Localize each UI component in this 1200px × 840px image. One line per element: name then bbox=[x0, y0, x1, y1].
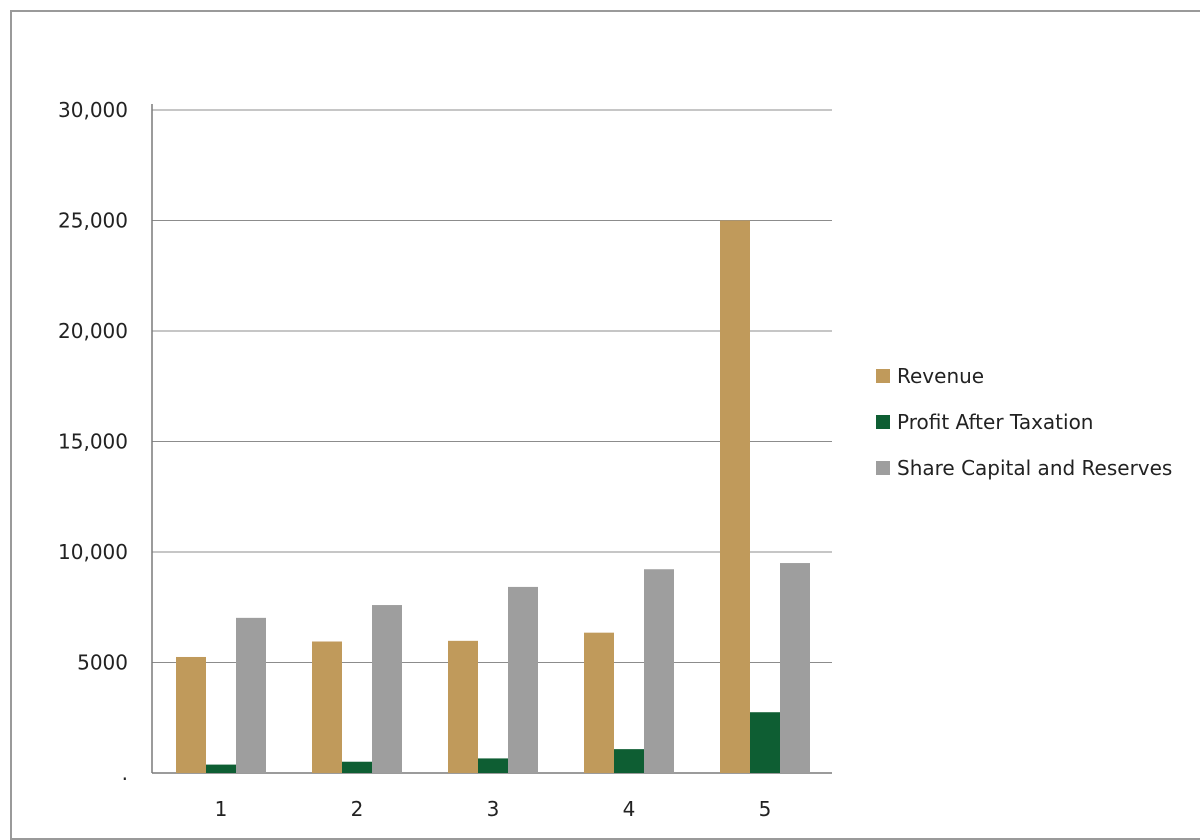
legend-label: Profit After Taxation bbox=[897, 410, 1093, 434]
x-tick-label: 4 bbox=[623, 797, 636, 821]
legend-swatch bbox=[876, 461, 890, 475]
x-tick-label: 1 bbox=[215, 797, 228, 821]
bar-revenue-4 bbox=[584, 632, 614, 773]
legend-label: Revenue bbox=[897, 364, 984, 388]
bar-revenue-1 bbox=[176, 656, 206, 773]
bar-profit-after-taxation-2 bbox=[342, 761, 372, 773]
bar-revenue-5 bbox=[720, 220, 750, 773]
bar-share-capital-and-reserves-1 bbox=[236, 617, 266, 773]
bar-revenue-3 bbox=[448, 640, 478, 773]
y-tick-labels: . 5000 10,000 15,000 20,000 25,000 30,000 bbox=[58, 98, 128, 785]
y-tick-label: 15,000 bbox=[58, 430, 128, 454]
bar-share-capital-and-reserves-3 bbox=[508, 586, 538, 773]
legend-label: Share Capital and Reserves bbox=[897, 456, 1172, 480]
y-tick-label: . bbox=[122, 761, 128, 785]
x-tick-label: 5 bbox=[759, 797, 772, 821]
legend-swatch bbox=[876, 415, 890, 429]
legend-swatch bbox=[876, 369, 890, 383]
y-tick-label: 5000 bbox=[77, 651, 128, 675]
x-tick-labels: 1 2 3 4 5 bbox=[215, 797, 772, 821]
bar-profit-after-taxation-1 bbox=[206, 764, 236, 773]
y-tick-label: 25,000 bbox=[58, 209, 128, 233]
bar-profit-after-taxation-4 bbox=[614, 749, 644, 773]
bar-profit-after-taxation-5 bbox=[750, 712, 780, 773]
x-tick-label: 2 bbox=[351, 797, 364, 821]
bar-share-capital-and-reserves-2 bbox=[372, 605, 402, 773]
bar-share-capital-and-reserves-5 bbox=[780, 563, 810, 773]
y-tick-label: 20,000 bbox=[58, 319, 128, 343]
legend: Revenue Profit After Taxation Share Capita… bbox=[876, 364, 1172, 480]
y-tick-label: 10,000 bbox=[58, 540, 128, 564]
bar-profit-after-taxation-3 bbox=[478, 758, 508, 773]
bar-revenue-2 bbox=[312, 641, 342, 773]
y-tick-label: 30,000 bbox=[58, 98, 128, 122]
bar-share-capital-and-reserves-4 bbox=[644, 569, 674, 773]
bars bbox=[176, 220, 810, 773]
x-tick-label: 3 bbox=[487, 797, 500, 821]
